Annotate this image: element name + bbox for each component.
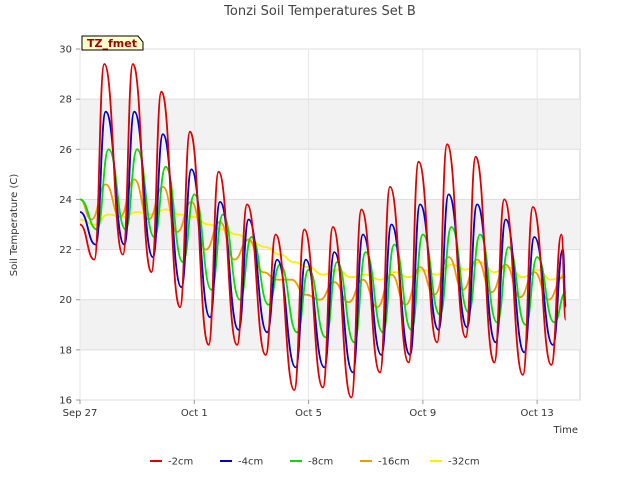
x-axis: Sep 27 Oct 1 Oct 5 Oct 9 Oct 13	[63, 400, 554, 419]
y-tick-label: 26	[59, 145, 72, 156]
y-tick-label: 18	[59, 345, 72, 356]
x-tick-label: Oct 13	[521, 408, 554, 419]
y-tick-label: 30	[59, 45, 72, 56]
y-tick-label: 22	[59, 245, 72, 256]
chart-title: Tonzi Soil Temperatures Set B	[223, 4, 416, 19]
x-tick-label: Oct 1	[181, 408, 208, 419]
y-tick-label: 16	[59, 396, 72, 407]
legend: -2cm -4cm -8cm -16cm -32cm	[150, 457, 480, 468]
station-badge: TZ_fmet	[81, 35, 144, 51]
station-badge-label: TZ_fmet	[87, 37, 137, 50]
series-line-4cmcm	[79, 110, 567, 374]
x-axis-title: Time	[553, 425, 578, 436]
x-tick-label: Oct 9	[409, 408, 436, 419]
plot-background	[79, 48, 581, 401]
y-axis-title: Soil Temperature (C)	[9, 174, 20, 277]
y-tick-label: 28	[59, 95, 72, 106]
x-tick-label: Oct 5	[295, 408, 322, 419]
legend-label: -8cm	[308, 457, 333, 468]
grid-band	[80, 99, 580, 150]
y-axis: 16 18 20 22 24 26 28 30	[59, 45, 80, 407]
series-layer	[79, 63, 567, 399]
series-line-2cmcm	[79, 63, 567, 399]
y-tick-label: 24	[59, 195, 72, 206]
legend-label: -16cm	[378, 457, 410, 468]
y-tick-label: 20	[59, 295, 72, 306]
legend-label: -4cm	[238, 457, 263, 468]
x-tick-label: Sep 27	[63, 408, 98, 419]
legend-label: -2cm	[168, 457, 193, 468]
legend-label: -32cm	[448, 457, 480, 468]
